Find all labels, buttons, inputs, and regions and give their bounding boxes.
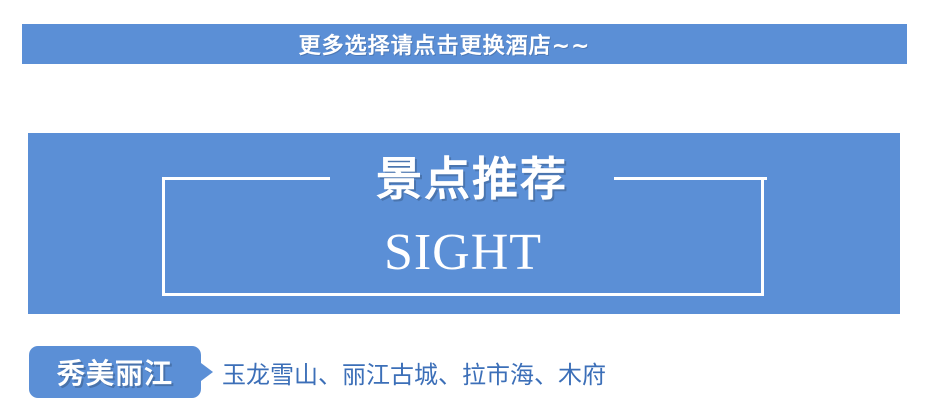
- sight-header-panel: 景点推荐 SIGHT: [28, 133, 900, 314]
- sight-frame: [162, 177, 764, 296]
- sight-title-cn: 景点推荐: [376, 152, 568, 206]
- attraction-list: 玉龙雪山、丽江古城、拉市海、木府: [222, 361, 606, 389]
- change-hotel-banner[interactable]: 更多选择请点击更换酒店~~: [22, 24, 907, 64]
- sight-title-en: SIGHT: [383, 224, 543, 281]
- change-hotel-banner-text: 更多选择请点击更换酒店~~: [298, 34, 591, 59]
- lijiang-tag-label: 秀美丽江: [56, 357, 173, 390]
- frame-line-left: [162, 177, 330, 180]
- frame-line-right: [614, 177, 767, 180]
- lijiang-tag: 秀美丽江: [29, 346, 213, 398]
